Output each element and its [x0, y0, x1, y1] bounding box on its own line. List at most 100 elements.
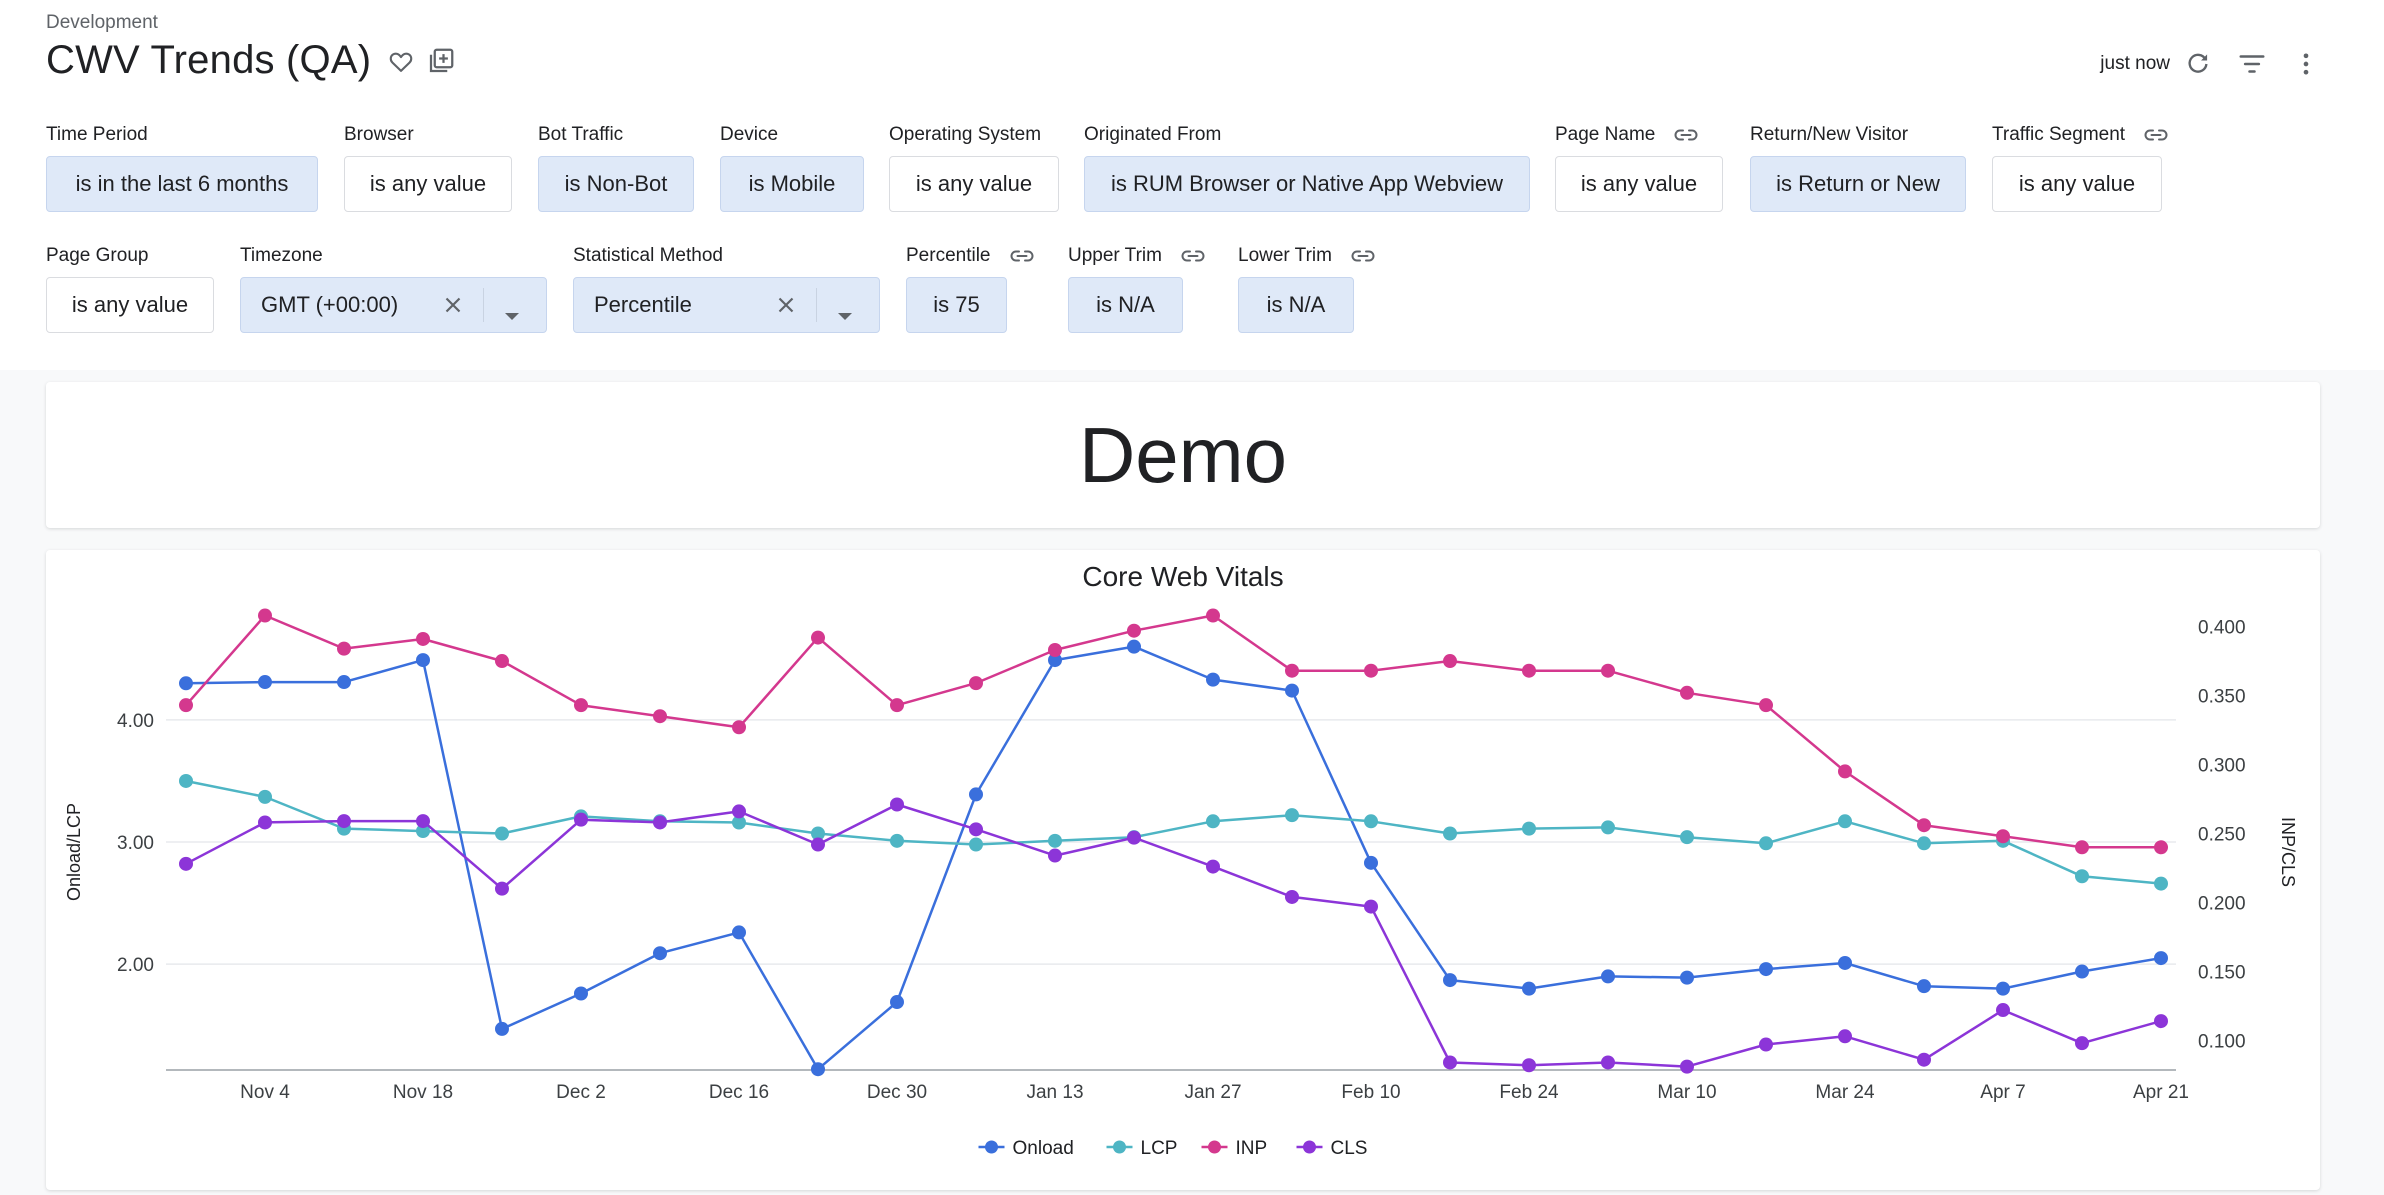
breadcrumb[interactable]: Development: [46, 12, 158, 33]
filter-return-new-visitor: Return/New Visitor is Return or New: [1750, 122, 1966, 212]
filter-operating-system: Operating System is any value: [889, 122, 1059, 212]
more-vert-icon[interactable]: [2288, 46, 2324, 82]
filter-label: Bot Traffic: [538, 124, 624, 145]
data-point: [1838, 955, 1852, 970]
link-icon[interactable]: [1350, 249, 1376, 263]
filter-label: Operating System: [889, 124, 1042, 145]
y-right-tick-label: 0.300: [2198, 756, 2246, 777]
demo-tile: Demo: [46, 382, 2320, 528]
data-point: [811, 630, 825, 645]
data-point: [732, 804, 746, 819]
filter-chip[interactable]: is in the last 6 months: [46, 156, 318, 212]
filter-chip[interactable]: is any value: [1555, 156, 1723, 212]
data-point: [1680, 1059, 1694, 1074]
data-point: [416, 814, 430, 829]
legend-label: Onload: [1013, 1138, 1074, 1159]
data-point: [1917, 818, 1931, 833]
axes: 2.00 3.00 4.00 0.100 0.150 0.200 0.250 0.300 0.3…: [117, 618, 2246, 1103]
x-tick-label: Apr 7: [1980, 1082, 2025, 1103]
statistical-method-select[interactable]: Percentile: [573, 277, 880, 333]
link-icon[interactable]: [1009, 249, 1035, 263]
filter-label: Timezone: [240, 245, 323, 266]
filter-time-period: Time Period is in the last 6 months: [46, 122, 318, 212]
line-chart: Core Web Vitals Onload/LCP INP/CLS 2.00 3…: [64, 561, 2298, 1159]
data-point: [2075, 964, 2089, 979]
filter-chip[interactable]: is Mobile: [720, 156, 864, 212]
chevron-down-icon[interactable]: [837, 302, 853, 328]
series-onload: [179, 639, 2168, 1077]
select-value: Percentile: [594, 292, 692, 317]
filter-chip[interactable]: is N/A: [1068, 277, 1183, 333]
series-line: [185, 803, 2162, 1068]
link-icon[interactable]: [1673, 128, 1699, 142]
filter-originated-from: Originated From is RUM Browser or Native…: [1084, 122, 1530, 212]
data-point: [1285, 683, 1299, 698]
chevron-down-icon[interactable]: [504, 302, 520, 328]
filter-label: Browser: [344, 124, 414, 145]
data-point: [258, 675, 272, 690]
data-point: [258, 815, 272, 830]
data-point: [732, 720, 746, 735]
x-tick-label: Dec 2: [556, 1082, 606, 1103]
legend-label: LCP: [1141, 1138, 1178, 1159]
filter-label: Time Period: [46, 124, 148, 145]
x-tick-label: Nov 4: [240, 1082, 290, 1103]
link-icon[interactable]: [1180, 249, 1206, 263]
legend-label: CLS: [1331, 1138, 1368, 1159]
clear-icon[interactable]: [440, 292, 466, 324]
x-tick-label: Jan 13: [1026, 1082, 1083, 1103]
data-point: [1996, 829, 2010, 844]
filter-chip[interactable]: is RUM Browser or Native App Webview: [1084, 156, 1530, 212]
series-inp: [179, 608, 2168, 855]
add-to-board-icon[interactable]: [423, 43, 459, 79]
refresh-icon[interactable]: [2180, 46, 2216, 82]
data-point: [1206, 859, 1220, 874]
filter-chip[interactable]: is any value: [889, 156, 1059, 212]
data-point: [1364, 855, 1378, 870]
data-point: [653, 946, 667, 961]
legend-item-cls: CLS: [1296, 1138, 1368, 1159]
data-point: [1838, 814, 1852, 829]
heart-icon[interactable]: [383, 43, 419, 79]
data-point: [2075, 1036, 2089, 1051]
timezone-select[interactable]: GMT (+00:00): [240, 277, 547, 333]
data-point: [337, 675, 351, 690]
y-left-tick-label: 2.00: [117, 955, 154, 976]
filter-chip[interactable]: is any value: [344, 156, 512, 212]
legend-item-lcp: LCP: [1106, 1138, 1178, 1159]
legend-item-onload: Onload: [978, 1138, 1074, 1159]
filter-label-text: Lower Trim: [1238, 245, 1332, 266]
series-line: [185, 614, 2161, 849]
filter-percentile: Percentile is 75: [906, 243, 1035, 333]
filter-label: Traffic Segment: [1992, 122, 2169, 148]
page-title: CWV Trends (QA): [46, 38, 372, 82]
data-point: [1048, 833, 1062, 848]
clear-icon[interactable]: [773, 292, 799, 324]
data-point: [1522, 663, 1536, 678]
data-point: [653, 709, 667, 724]
data-point: [732, 815, 746, 830]
x-tick-label: Dec 30: [867, 1082, 927, 1103]
filter-toggle-icon[interactable]: [2234, 46, 2270, 82]
legend: Onload LCP INP CLS: [978, 1138, 1368, 1159]
filter-chip[interactable]: is Return or New: [1750, 156, 1966, 212]
link-icon[interactable]: [2143, 128, 2169, 142]
y-left-axis-label: Onload/LCP: [64, 803, 84, 901]
filter-chip[interactable]: is Non-Bot: [538, 156, 694, 212]
filter-chip[interactable]: is any value: [46, 277, 214, 333]
filter-statistical-method: Statistical Method Percentile: [573, 243, 880, 333]
series-line: [185, 779, 2162, 885]
data-point: [1522, 1058, 1536, 1073]
filter-chip[interactable]: is 75: [906, 277, 1007, 333]
data-point: [2075, 869, 2089, 884]
data-point: [1759, 836, 1773, 851]
filter-label: Statistical Method: [573, 245, 723, 266]
filter-browser: Browser is any value: [344, 122, 512, 212]
filter-chip[interactable]: is any value: [1992, 156, 2162, 212]
data-point: [495, 1021, 509, 1036]
filter-chip[interactable]: is N/A: [1238, 277, 1354, 333]
series-line: [185, 645, 2162, 1071]
data-point: [1759, 962, 1773, 977]
core-web-vitals-tile: Core Web Vitals Onload/LCP INP/CLS 2.00 3…: [46, 550, 2320, 1190]
data-point: [1443, 1055, 1457, 1070]
